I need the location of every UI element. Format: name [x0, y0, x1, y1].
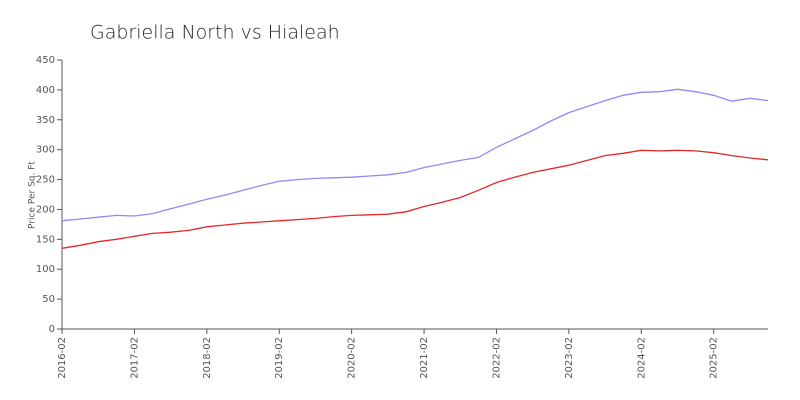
x-tick-label: 2017-02	[129, 337, 140, 379]
x-tick-label: 2016-02	[57, 337, 68, 379]
chart-title: Gabriella North vs Hialeah	[90, 22, 340, 44]
y-tick-label: 150	[36, 234, 55, 245]
x-tick-label: 2020-02	[347, 337, 358, 379]
x-tick-label: 2019-02	[274, 337, 285, 379]
y-tick-label: 250	[36, 175, 55, 186]
y-tick-label: 400	[36, 85, 55, 96]
y-tick-label: 350	[36, 115, 55, 126]
x-tick-label: 2018-02	[202, 337, 213, 379]
y-tick-label: 200	[36, 204, 55, 215]
y-tick-label: 450	[36, 55, 55, 66]
x-tick-label: 2024-02	[636, 337, 647, 379]
series-line	[61, 88, 769, 222]
y-tick-label: 300	[36, 145, 55, 156]
y-tick-label: 100	[36, 264, 55, 275]
y-axis-label: Price Per Sq. Ft	[28, 161, 38, 229]
x-tick-label: 2025-02	[709, 337, 720, 379]
x-tick-label: 2022-02	[491, 337, 502, 379]
y-tick-label: 0	[49, 324, 55, 335]
y-tick-label: 50	[42, 294, 55, 305]
x-tick-label: 2023-02	[564, 337, 575, 379]
series-line	[61, 149, 769, 249]
x-tick-label: 2021-02	[419, 337, 430, 379]
